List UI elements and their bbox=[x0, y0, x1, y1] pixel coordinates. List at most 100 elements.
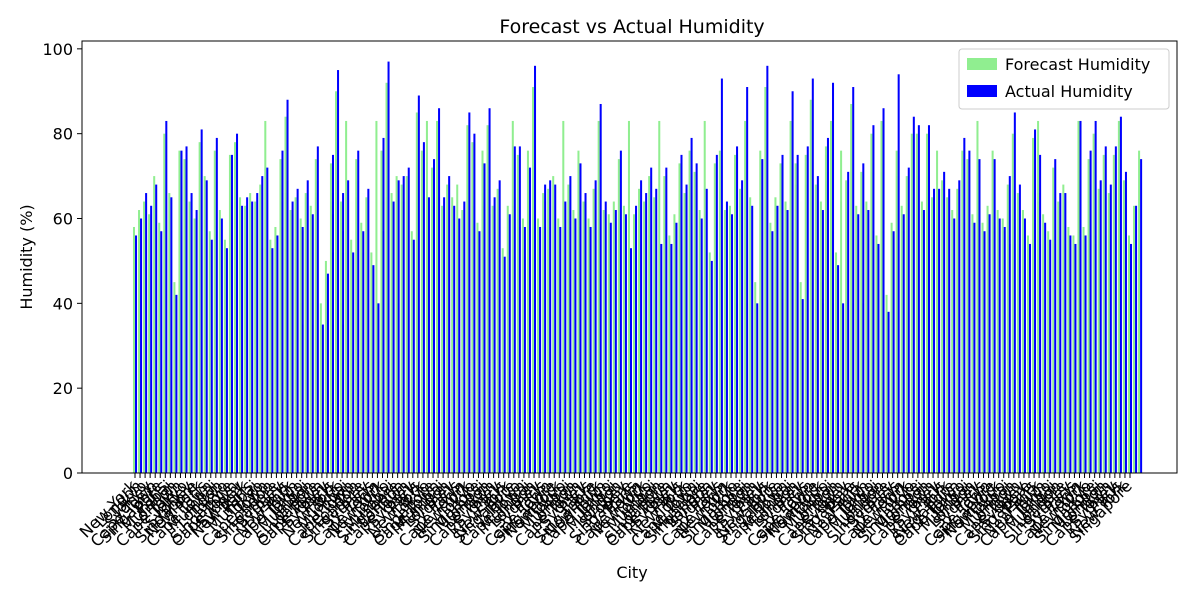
bar bbox=[190, 193, 193, 474]
bar bbox=[331, 154, 334, 473]
bar bbox=[427, 197, 430, 473]
bar bbox=[920, 201, 923, 473]
bar bbox=[1064, 193, 1067, 474]
bar bbox=[986, 205, 989, 473]
bar bbox=[508, 214, 511, 473]
bar bbox=[513, 146, 516, 473]
bar bbox=[195, 210, 198, 474]
bar bbox=[938, 188, 941, 473]
bar bbox=[367, 188, 370, 473]
bar bbox=[749, 197, 752, 473]
bar bbox=[703, 120, 706, 473]
bar bbox=[698, 210, 701, 474]
bar bbox=[607, 214, 610, 473]
bar bbox=[663, 176, 666, 474]
bar bbox=[933, 188, 936, 473]
bar bbox=[185, 146, 188, 473]
bar bbox=[286, 99, 289, 474]
bar bbox=[284, 116, 287, 474]
bar bbox=[140, 218, 143, 473]
bar bbox=[1057, 201, 1060, 473]
bar bbox=[862, 163, 865, 473]
bar bbox=[1112, 154, 1115, 473]
bar bbox=[400, 184, 403, 473]
bar bbox=[693, 171, 696, 473]
bar bbox=[347, 180, 350, 473]
bar bbox=[1032, 137, 1035, 473]
bar bbox=[306, 180, 309, 473]
bar bbox=[574, 218, 577, 473]
bar bbox=[483, 163, 486, 473]
bar bbox=[163, 133, 166, 473]
bar bbox=[1052, 167, 1055, 473]
bar bbox=[193, 218, 196, 473]
bar bbox=[547, 188, 550, 473]
bar bbox=[1011, 133, 1014, 473]
bar bbox=[734, 154, 737, 473]
bar bbox=[148, 214, 151, 473]
bar bbox=[1104, 146, 1107, 473]
bar bbox=[269, 239, 272, 473]
bar bbox=[405, 176, 408, 474]
bar bbox=[784, 201, 787, 473]
bar bbox=[892, 231, 895, 473]
bar bbox=[1130, 243, 1133, 473]
bar bbox=[1072, 235, 1075, 473]
bar bbox=[963, 137, 966, 473]
y-axis-label: Humidity (%) bbox=[17, 204, 36, 309]
bar bbox=[463, 201, 466, 473]
bar bbox=[627, 120, 630, 473]
bar bbox=[276, 235, 279, 473]
bar bbox=[1099, 180, 1102, 473]
bar bbox=[160, 231, 163, 473]
bar bbox=[466, 125, 469, 474]
bar bbox=[624, 214, 627, 473]
bar bbox=[549, 180, 552, 473]
bar bbox=[680, 154, 683, 473]
bar bbox=[1119, 116, 1122, 474]
bar bbox=[730, 214, 734, 473]
bar bbox=[215, 137, 218, 473]
bar bbox=[766, 65, 769, 473]
bar bbox=[617, 159, 620, 474]
bar bbox=[165, 120, 168, 473]
bar bbox=[927, 125, 930, 474]
bar bbox=[650, 167, 653, 473]
bar bbox=[205, 180, 208, 473]
bar bbox=[819, 201, 822, 473]
bar bbox=[521, 218, 524, 473]
bar bbox=[316, 146, 319, 473]
bar bbox=[718, 150, 721, 473]
bar bbox=[789, 120, 792, 473]
bar bbox=[236, 133, 239, 473]
bar bbox=[380, 150, 383, 473]
bar bbox=[180, 150, 183, 473]
bar bbox=[771, 231, 774, 473]
bar bbox=[1018, 184, 1021, 473]
bar bbox=[759, 150, 762, 473]
bar bbox=[670, 243, 673, 473]
bar bbox=[855, 205, 858, 473]
bar bbox=[1092, 133, 1095, 473]
bar bbox=[695, 163, 698, 473]
bar bbox=[326, 273, 329, 473]
bar bbox=[357, 150, 360, 473]
bar bbox=[355, 159, 358, 474]
bar bbox=[683, 193, 686, 474]
bar bbox=[774, 197, 777, 473]
legend-label: Forecast Humidity bbox=[1005, 55, 1150, 74]
bar bbox=[319, 303, 322, 473]
bar bbox=[523, 226, 526, 473]
bar bbox=[256, 193, 259, 474]
bar bbox=[552, 176, 555, 474]
bar bbox=[228, 154, 231, 473]
bar bbox=[534, 65, 537, 473]
bar bbox=[430, 167, 433, 473]
bar bbox=[438, 108, 441, 474]
bar bbox=[443, 197, 446, 473]
bar bbox=[1044, 222, 1047, 473]
bar bbox=[392, 201, 395, 473]
bar bbox=[882, 108, 885, 474]
bar bbox=[210, 239, 213, 473]
bar bbox=[365, 197, 368, 473]
